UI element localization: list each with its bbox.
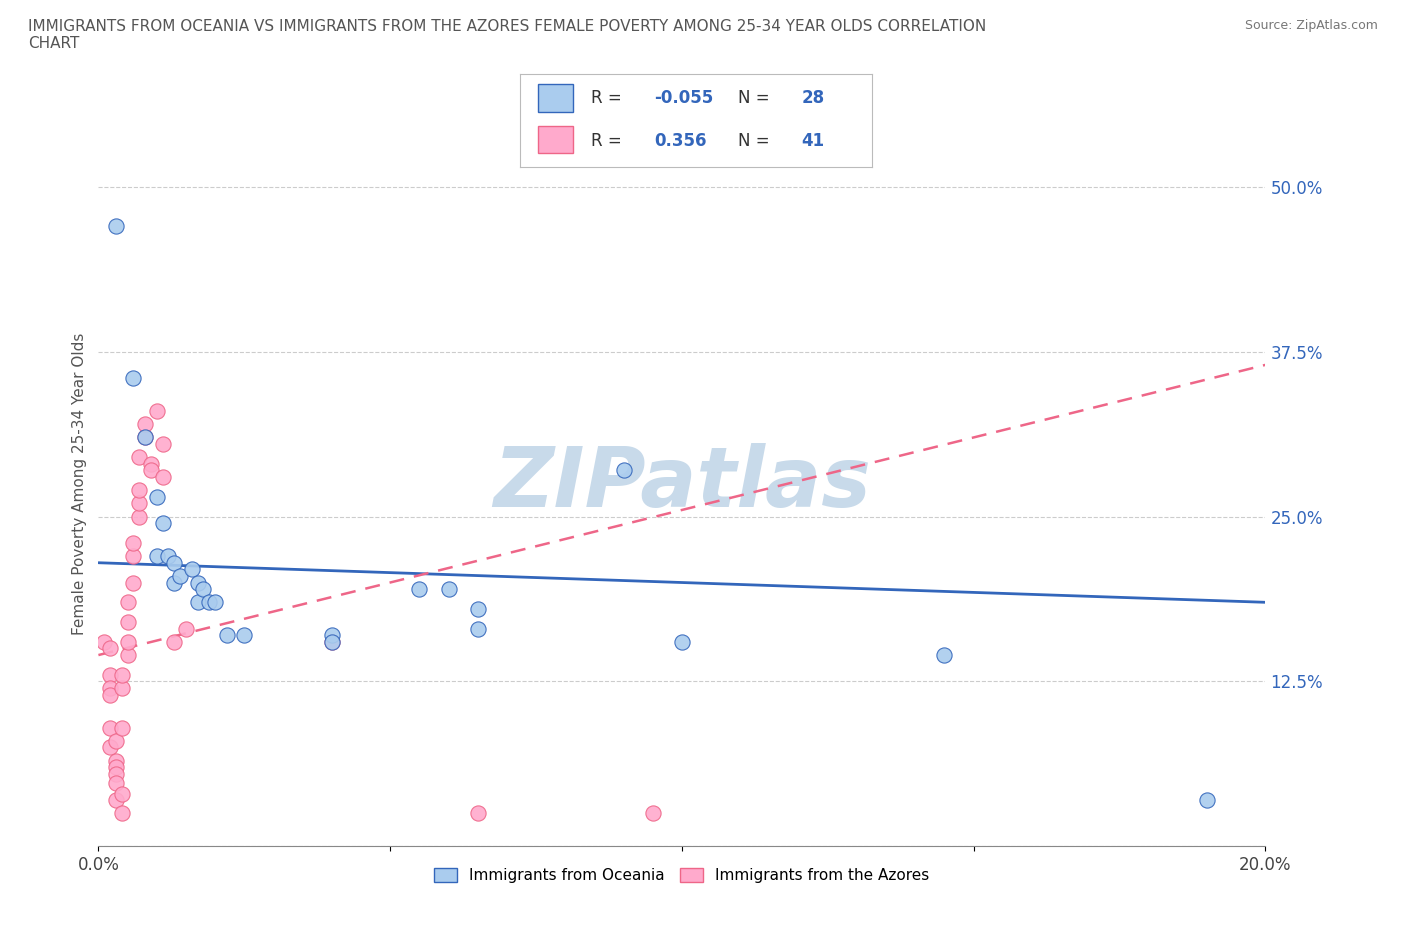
Point	[321, 634, 343, 649]
Point	[128, 450, 150, 465]
Point	[408, 581, 430, 596]
Point	[215, 628, 238, 643]
Point	[152, 470, 174, 485]
Point	[612, 463, 634, 478]
Point	[122, 575, 145, 590]
Point	[139, 457, 162, 472]
Point	[163, 555, 186, 570]
Point	[139, 463, 162, 478]
Point	[128, 496, 150, 511]
Point	[180, 562, 202, 577]
Point	[163, 575, 186, 590]
Point	[104, 792, 127, 807]
Point	[98, 681, 121, 696]
Point	[117, 647, 139, 662]
Text: IMMIGRANTS FROM OCEANIA VS IMMIGRANTS FROM THE AZORES FEMALE POVERTY AMONG 25-34: IMMIGRANTS FROM OCEANIA VS IMMIGRANTS FR…	[28, 19, 987, 51]
Point	[193, 581, 215, 596]
Point	[169, 568, 191, 583]
Point	[187, 595, 209, 610]
Point	[111, 786, 134, 801]
Point	[117, 595, 139, 610]
Point	[157, 549, 180, 564]
Point	[111, 681, 134, 696]
Text: N =: N =	[738, 88, 769, 107]
Legend: Immigrants from Oceania, Immigrants from the Azores: Immigrants from Oceania, Immigrants from…	[427, 862, 936, 889]
Bar	[538, 84, 574, 112]
Point	[641, 806, 664, 821]
Point	[152, 436, 174, 451]
Bar	[538, 126, 574, 153]
Point	[98, 641, 121, 656]
Text: -0.055: -0.055	[654, 88, 713, 107]
Point	[467, 621, 489, 636]
Point	[98, 720, 121, 735]
Point	[104, 753, 127, 768]
Text: 28: 28	[801, 88, 824, 107]
Point	[122, 536, 145, 551]
Text: Source: ZipAtlas.com: Source: ZipAtlas.com	[1244, 19, 1378, 32]
Point	[437, 581, 460, 596]
Point	[104, 734, 127, 749]
Point	[134, 430, 156, 445]
Point	[134, 417, 156, 432]
Text: N =: N =	[738, 132, 769, 151]
Point	[467, 806, 489, 821]
Point	[98, 687, 121, 702]
Point	[104, 776, 127, 790]
Text: 41: 41	[801, 132, 824, 151]
Y-axis label: Female Poverty Among 25-34 Year Olds: Female Poverty Among 25-34 Year Olds	[72, 332, 87, 635]
Point	[128, 509, 150, 524]
Text: ZIPatlas: ZIPatlas	[494, 443, 870, 525]
Point	[321, 628, 343, 643]
Point	[1195, 792, 1218, 807]
Point	[671, 634, 693, 649]
Text: 0.356: 0.356	[654, 132, 706, 151]
Point	[117, 615, 139, 630]
Point	[204, 595, 226, 610]
Point	[152, 516, 174, 531]
Text: R =: R =	[591, 132, 621, 151]
Text: R =: R =	[591, 88, 621, 107]
Point	[174, 621, 197, 636]
Point	[98, 740, 121, 755]
Point	[146, 489, 169, 504]
Point	[134, 430, 156, 445]
Point	[104, 219, 127, 233]
Point	[198, 595, 221, 610]
Point	[122, 371, 145, 386]
Point	[128, 483, 150, 498]
Point	[934, 647, 956, 662]
Point	[111, 720, 134, 735]
Point	[111, 806, 134, 821]
Point	[146, 549, 169, 564]
Point	[117, 634, 139, 649]
Point	[233, 628, 256, 643]
Point	[321, 634, 343, 649]
Point	[146, 404, 169, 418]
Point	[111, 668, 134, 683]
Point	[93, 634, 115, 649]
Point	[122, 549, 145, 564]
Point	[104, 760, 127, 775]
Point	[467, 602, 489, 617]
Point	[98, 668, 121, 683]
Point	[163, 634, 186, 649]
Point	[104, 766, 127, 781]
Point	[187, 575, 209, 590]
